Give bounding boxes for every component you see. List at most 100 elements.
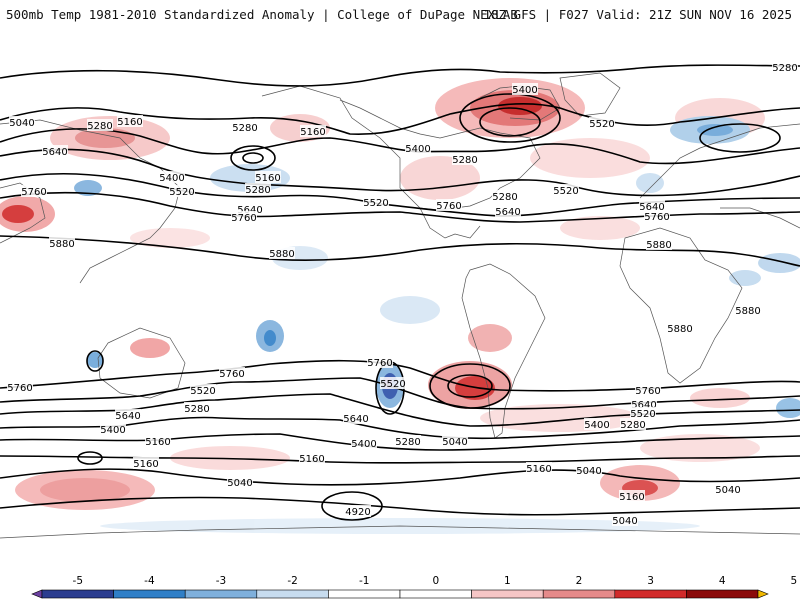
contour-label-bg xyxy=(405,142,431,154)
contour-label: 5280 xyxy=(492,192,517,203)
contour-label: 5040 xyxy=(612,516,637,527)
contour-label-bg xyxy=(646,238,672,250)
contour-label: 5280 xyxy=(772,63,797,74)
contour-label: 5880 xyxy=(269,249,294,260)
contour-label-bg xyxy=(715,483,741,495)
contour-label-bg xyxy=(351,437,377,449)
contour-label: 5160 xyxy=(255,173,280,184)
contour-label-bg xyxy=(9,116,35,128)
contour-label-bg xyxy=(115,409,141,421)
colorbar-swatch xyxy=(686,589,759,599)
contour-label-bg xyxy=(145,435,171,447)
contour-label-bg xyxy=(343,412,369,424)
colorbar-tick-label: 1 xyxy=(504,575,511,587)
contour-label-bg xyxy=(42,145,68,157)
contour-label: 5880 xyxy=(49,239,74,250)
contour-label-bg xyxy=(184,402,210,414)
contour-label-bg xyxy=(380,377,406,389)
contour-label-bg xyxy=(117,115,143,127)
contour-label: 5280 xyxy=(184,404,209,415)
contour-label-bg xyxy=(7,381,33,393)
contour-label: 5520 xyxy=(553,186,578,197)
contour-label-bg xyxy=(300,125,326,137)
header-bar: 500mb Temp 1981-2010 Standardized Anomal… xyxy=(0,0,800,38)
contour-label: 5520 xyxy=(190,386,215,397)
colorbar-ticks: -5 -4 -3 -2 -1 0 1 2 3 4 5 xyxy=(73,575,798,587)
contour-label: 5280 xyxy=(87,121,112,132)
contour-label: 5760 xyxy=(231,213,256,224)
contour-label-bg xyxy=(620,418,646,430)
contour-label: 5280 xyxy=(232,123,257,134)
contour-label: 5760 xyxy=(7,383,32,394)
contour-label: 5280 xyxy=(395,437,420,448)
contour-label-bg xyxy=(227,476,253,488)
contour-label: 5640 xyxy=(495,207,520,218)
colorbar-swatch xyxy=(471,589,544,599)
colorbar-tick-label: 5 xyxy=(790,575,797,587)
colorbar-tick-label: 0 xyxy=(432,575,439,587)
contour-label: 5040 xyxy=(442,437,467,448)
contour-label-bg xyxy=(635,384,661,396)
contour-label-bg xyxy=(492,190,518,202)
colorbar-swatch xyxy=(542,589,616,599)
contour-label: 5400 xyxy=(351,439,376,450)
contour-label-bg xyxy=(299,452,325,464)
contour-label: 5640 xyxy=(343,414,368,425)
contour-label: 5760 xyxy=(635,386,660,397)
colorbar-swatch xyxy=(184,589,258,599)
anomaly-shading xyxy=(0,78,800,534)
contour-label: 5880 xyxy=(735,306,760,317)
contour-label: 5040 xyxy=(715,485,740,496)
contour-label: 5760 xyxy=(21,187,46,198)
contour-label: 5760 xyxy=(219,369,244,380)
contour-label-bg xyxy=(619,490,645,502)
contour-label-bg xyxy=(231,211,257,223)
contour-label-bg xyxy=(644,210,670,222)
contour-label: 5760 xyxy=(367,358,392,369)
contour-label: 5160 xyxy=(526,464,551,475)
contour-label: 5040 xyxy=(576,466,601,477)
contour-label-bg xyxy=(452,153,478,165)
contour-label-bg xyxy=(442,435,468,447)
contour-label-bg xyxy=(100,423,126,435)
colorbar-tick-label: 4 xyxy=(719,575,726,587)
colorbar-swatches xyxy=(31,589,769,599)
contour-label: 5400 xyxy=(584,420,609,431)
contour-label: 5400 xyxy=(100,425,125,436)
contour-label: 5400 xyxy=(405,144,430,155)
colorbar-tick-label: -2 xyxy=(287,575,297,587)
contour-label-bg xyxy=(584,418,610,430)
contour-label-bg xyxy=(576,464,602,476)
contour-label-bg xyxy=(495,205,521,217)
contour-label: 5520 xyxy=(169,187,194,198)
contour-label: 5880 xyxy=(646,240,671,251)
contour-label-bg xyxy=(87,119,113,131)
colorbar-tick-label: -4 xyxy=(144,575,155,587)
contour-label: 5640 xyxy=(639,202,664,213)
contour-label-bg xyxy=(21,185,47,197)
contour-label: 5040 xyxy=(227,478,252,489)
colorbar: -5 -4 -3 -2 -1 0 1 2 3 4 5 xyxy=(31,575,798,599)
map-title: 500mb Temp 1981-2010 Standardized Anomal… xyxy=(6,7,518,22)
contour-label-bg xyxy=(245,183,271,195)
contour-label: 4920 xyxy=(345,507,370,518)
contour-label: 5160 xyxy=(133,459,158,470)
contour-label: 5640 xyxy=(42,147,67,158)
colorbar-swatch xyxy=(113,589,186,599)
contour-label: 5760 xyxy=(436,201,461,212)
model-run-info: 18Z GFS | F027 Valid: 21Z SUN NOV 16 202… xyxy=(483,7,792,22)
contour-label: 5040 xyxy=(9,118,34,129)
contour-label-bg xyxy=(735,304,761,316)
contour-label-bg xyxy=(553,184,579,196)
contour-label: 5640 xyxy=(237,205,262,216)
contour-label: 5400 xyxy=(512,85,537,96)
contour-label: 5640 xyxy=(631,400,656,411)
contour-label: 5520 xyxy=(363,198,388,209)
anomaly-map: 5280 5040 5280 5160 5280 5160 5400 5520 5640 5400… xyxy=(0,38,800,566)
contour-label-bg xyxy=(169,185,195,197)
colorbar-swatch xyxy=(614,589,687,599)
contour-label-bg xyxy=(667,322,693,334)
colorbar-tick-label: -3 xyxy=(216,575,226,587)
contour-label: 5160 xyxy=(117,117,142,128)
colorbar-tick-label: -1 xyxy=(359,575,369,587)
